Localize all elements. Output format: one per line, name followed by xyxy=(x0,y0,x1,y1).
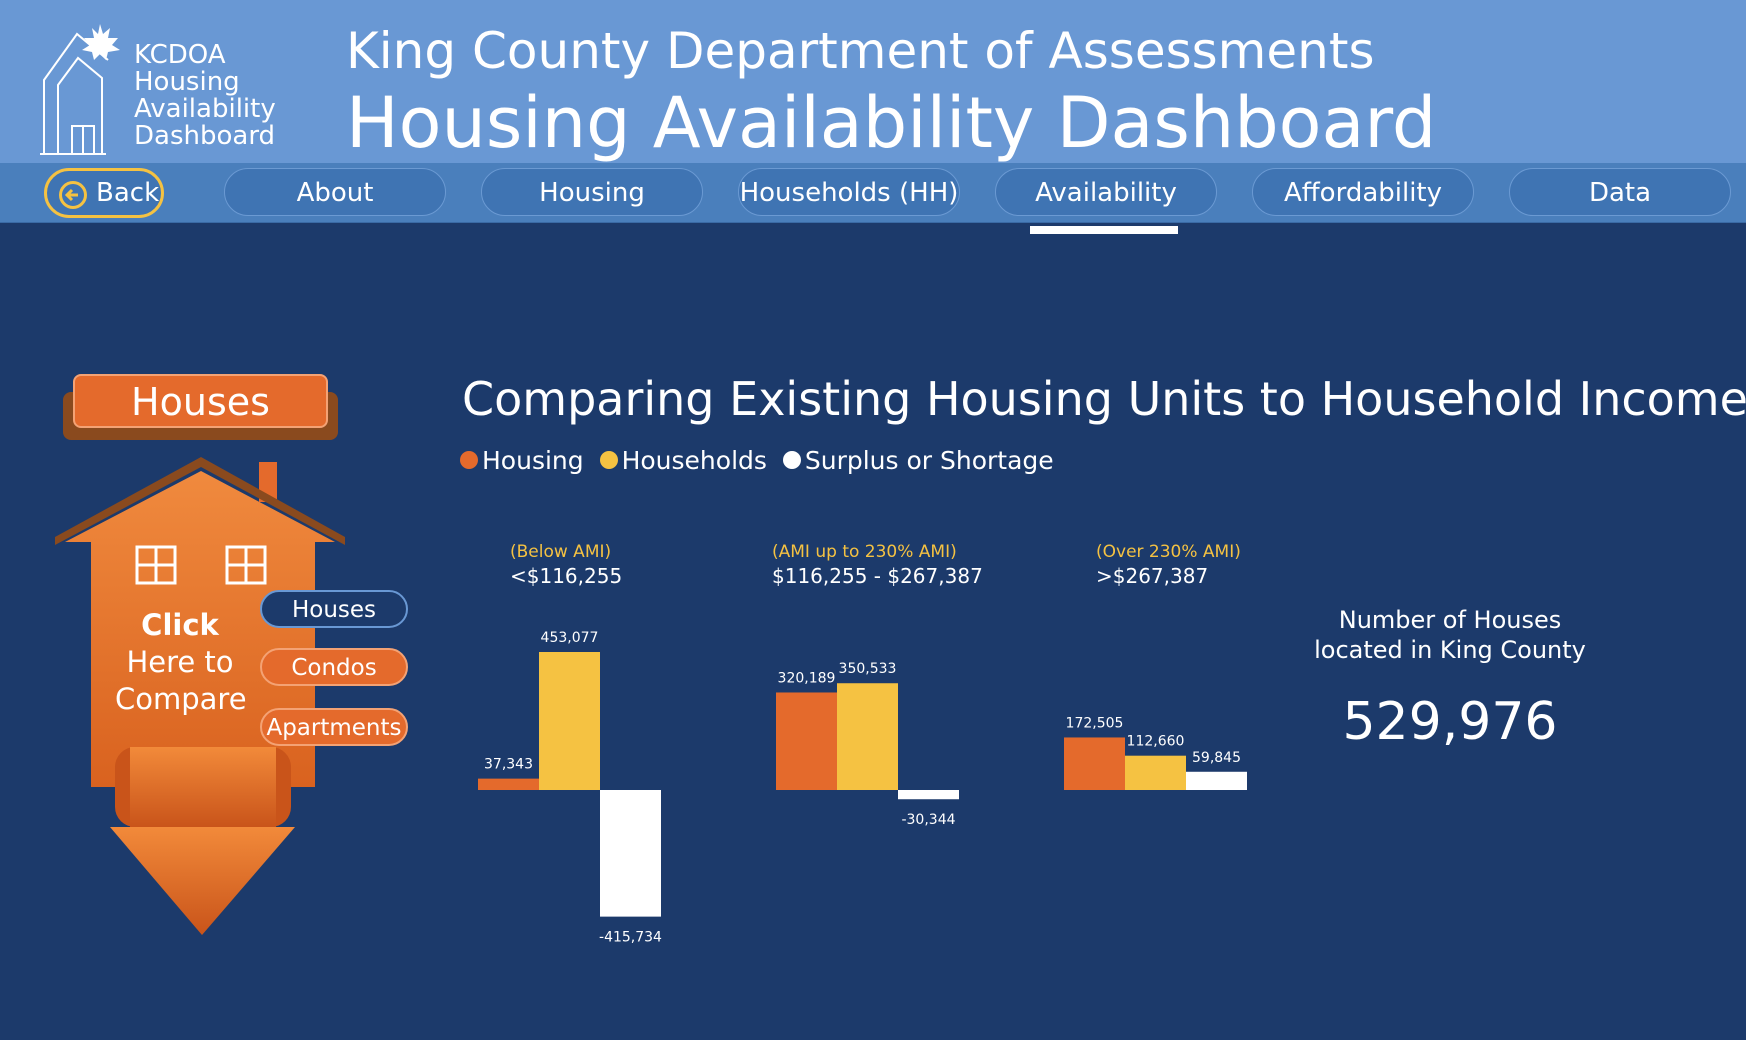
group-sub-label: (Over 230% AMI) xyxy=(1096,542,1241,562)
bar-housing xyxy=(1064,737,1125,790)
back-arrow-icon xyxy=(59,181,87,209)
compare-condos-button[interactable]: Condos xyxy=(260,648,408,686)
legend-label: Households xyxy=(621,446,767,475)
chart-title: Comparing Existing Housing Units to Hous… xyxy=(462,372,1746,426)
bar-households xyxy=(837,683,898,790)
logo-line: KCDOA xyxy=(134,40,226,70)
compare-houses-button[interactable]: Houses xyxy=(260,590,408,628)
tab-data[interactable]: Data xyxy=(1509,168,1731,216)
data-label: 37,343 xyxy=(484,757,533,773)
chart-legend: Housing Households Surplus or Shortage xyxy=(460,446,1062,475)
maple-leaf-icon xyxy=(82,24,120,60)
legend-dot xyxy=(599,451,618,469)
arrow-left-icon xyxy=(64,188,78,202)
tab-affordability[interactable]: Affordability xyxy=(1252,168,1474,216)
legend-item-housing: Housing xyxy=(460,446,584,475)
active-tab-indicator xyxy=(1030,226,1178,234)
legend-dot xyxy=(460,451,478,469)
data-label: 59,845 xyxy=(1192,750,1241,766)
header-title: King County Department of Assessments xyxy=(346,22,1375,80)
tab-availability[interactable]: Availability xyxy=(995,168,1217,216)
click-line: Here to xyxy=(126,645,234,679)
nav-bar: Back About Housing Households (HH) Avail… xyxy=(0,163,1746,223)
bar-households xyxy=(539,652,600,790)
data-label: -30,344 xyxy=(901,812,955,828)
data-label: 350,533 xyxy=(839,661,897,677)
header-subtitle: Housing Availability Dashboard xyxy=(346,82,1437,164)
data-label: 172,505 xyxy=(1066,715,1124,731)
legend-item-surplus: Surplus or Shortage xyxy=(782,446,1054,475)
house-arrow-icon xyxy=(55,457,345,935)
click-to-compare-text: Click Here to Compare xyxy=(115,607,247,718)
compare-apartments-button[interactable]: Apartments xyxy=(260,708,408,746)
bar-housing xyxy=(776,692,837,790)
group-sub-label: (AMI up to 230% AMI) xyxy=(772,542,957,562)
bar-surplus-or-shortage xyxy=(898,790,959,800)
kpi-label: Number of Houses located in King County xyxy=(1300,605,1600,665)
logo-line: Housing xyxy=(134,67,240,97)
logo-line: Availability xyxy=(134,94,276,124)
group-label: >$267,387 xyxy=(1096,564,1209,588)
group-label: <$116,255 xyxy=(510,564,623,588)
legend-item-households: Households xyxy=(599,446,767,475)
kpi-label-line: Number of Houses xyxy=(1338,606,1562,634)
data-label: 453,077 xyxy=(541,630,599,646)
tab-about[interactable]: About xyxy=(224,168,446,216)
back-button[interactable]: Back xyxy=(44,168,164,218)
group-sub-label: (Below AMI) xyxy=(510,542,612,562)
bar-surplus-or-shortage xyxy=(1186,771,1247,790)
bar-households xyxy=(1125,755,1186,790)
back-label: Back xyxy=(96,178,160,208)
group-label: $116,255 - $267,387 xyxy=(772,564,983,588)
header-banner: KCDOA Housing Availability Dashboard Kin… xyxy=(0,0,1746,164)
data-label: 112,660 xyxy=(1127,734,1185,750)
bar-surplus-or-shortage xyxy=(600,790,661,917)
click-bold: Click xyxy=(141,608,219,642)
tab-housing[interactable]: Housing xyxy=(481,168,703,216)
logo-text: KCDOA Housing Availability Dashboard xyxy=(134,42,276,150)
compare-panel: Houses Click Here to Compare Hou xyxy=(55,372,415,962)
tab-households[interactable]: Households (HH) xyxy=(738,168,960,216)
data-label: -415,734 xyxy=(599,930,662,946)
legend-dot xyxy=(782,451,801,469)
data-label: 320,189 xyxy=(778,670,836,686)
legend-label: Housing xyxy=(482,446,584,475)
logo-line: Dashboard xyxy=(134,121,276,151)
bar-housing xyxy=(478,778,539,790)
click-line: Compare xyxy=(115,682,247,716)
kpi-label-line: located in King County xyxy=(1314,636,1586,664)
selected-type-label: Houses xyxy=(73,374,328,428)
kpi-value: 529,976 xyxy=(1342,692,1558,752)
legend-label: Surplus or Shortage xyxy=(804,446,1054,475)
house-logo-icon xyxy=(40,24,120,155)
